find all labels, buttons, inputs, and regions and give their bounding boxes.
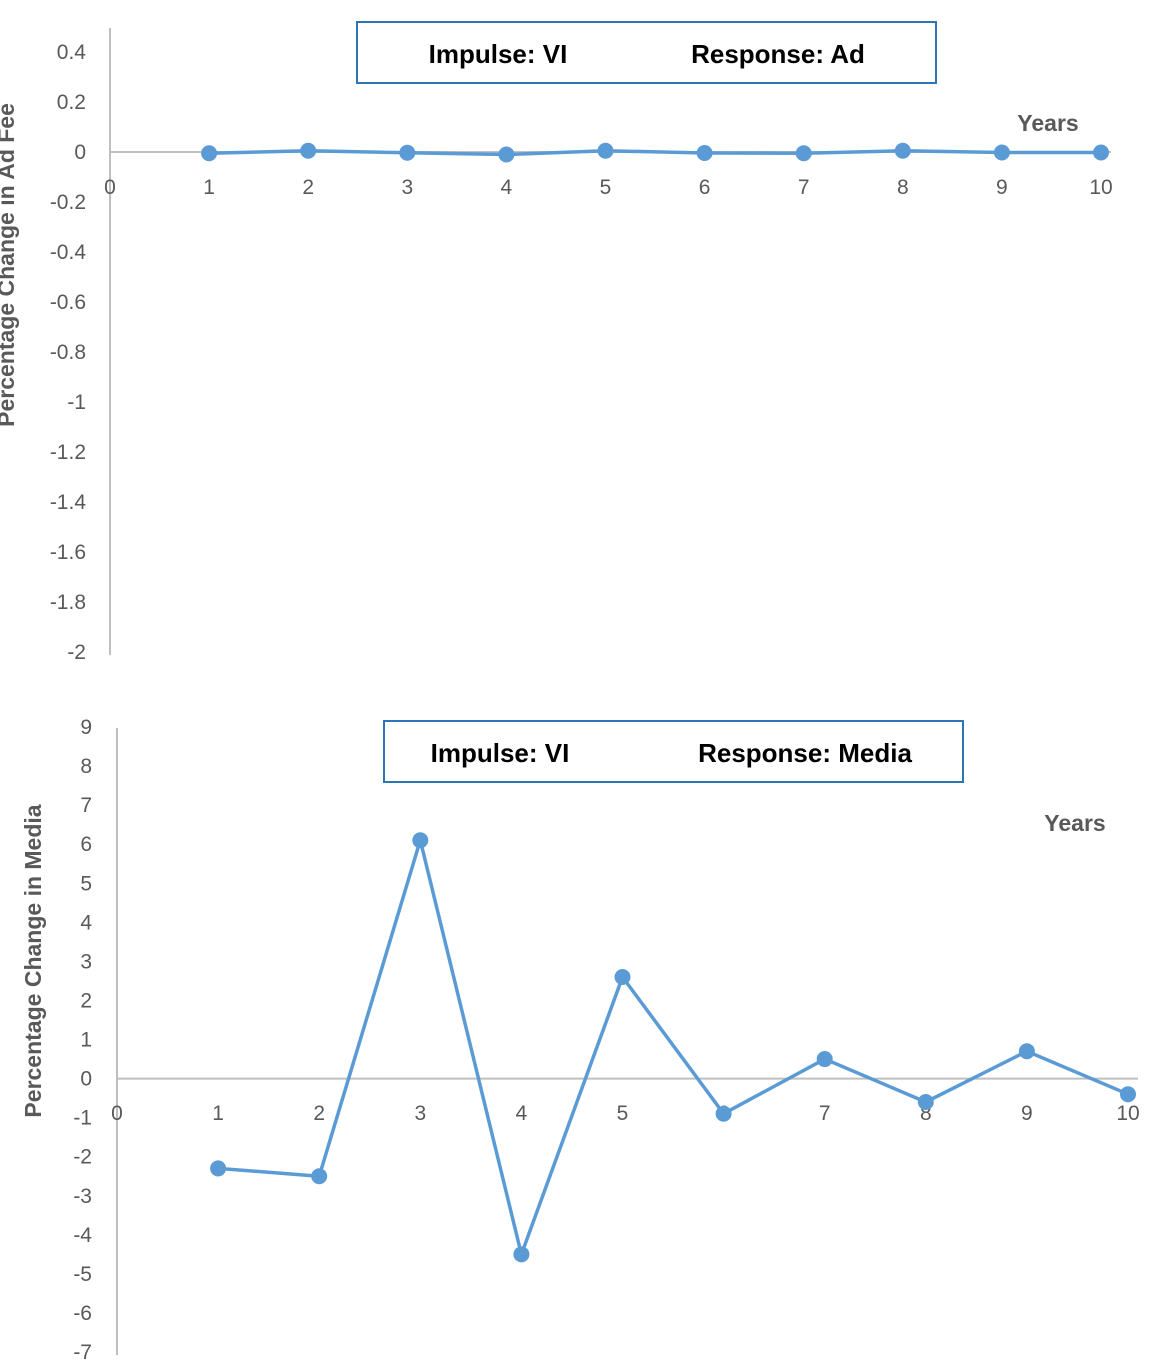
y-tick-label: 3 [80,950,92,973]
annotation-box [356,21,937,84]
y-tick-label: -1 [67,391,86,414]
data-point [300,142,317,159]
x-tick-label: 3 [414,1102,426,1125]
y-tick-label: -1.6 [50,541,86,564]
y-tick-label: 4 [80,911,92,934]
x-tick-label: 0 [111,1102,123,1125]
y-tick-label: -4 [73,1224,92,1247]
annotation-box [383,720,964,783]
y-tick-label: 9 [80,716,92,739]
data-point [614,969,631,985]
x-tick-label: 9 [1021,1102,1033,1125]
chart-media: Percentage Change in Media Impulse: VI R… [20,716,1140,1364]
x-tick-label: 7 [819,1102,831,1125]
y-tick-label: -6 [73,1302,92,1325]
data-point [597,142,614,159]
y-tick-label: -1.2 [50,441,86,464]
x-tick-label: 2 [302,176,314,199]
y-tick-label: 0.4 [57,41,87,64]
x-tick-label: 7 [798,176,810,199]
y-axis-title: Percentage Change in Media [20,804,46,1117]
y-tick-label: 0 [74,141,86,164]
data-point [210,1160,227,1177]
data-point [894,142,911,159]
y-tick-label: 0 [80,1068,92,1091]
y-tick-label: -7 [73,1341,92,1364]
x-tick-label: 5 [600,176,612,199]
series-line [217,838,1129,1257]
y-tick-label: 7 [80,794,92,817]
series-line [209,149,1101,157]
x-axis-title: Years [1017,110,1078,136]
x-tick-label: 9 [996,176,1008,199]
y-tick-label: 0.2 [57,91,86,114]
data-point [816,1051,833,1068]
y-tick-label: -1 [73,1107,92,1130]
data-point [399,144,416,161]
data-point [917,1094,934,1110]
y-tick-label: -0.4 [50,241,87,264]
y-tick-label: 6 [80,833,92,856]
data-point [696,145,713,161]
x-tick-label: 8 [897,176,909,199]
x-tick-label: 3 [401,176,413,199]
y-tick-label: -0.8 [50,341,86,364]
x-tick-label: 0 [104,176,116,199]
data-point [1093,144,1109,161]
y-tick-label: -3 [73,1185,92,1208]
data-point [513,1246,530,1263]
data-point [498,146,515,163]
data-point [993,144,1010,161]
chart-ad-fee: Percentage Change in Ad Fee Impulse: VI … [0,21,1113,664]
y-tick-label: 8 [80,755,92,778]
y-tick-label: 2 [80,989,92,1012]
x-tick-label: 5 [617,1102,629,1125]
impulse-label: Impulse: VI [431,738,570,768]
data-point [795,145,812,162]
x-tick-label: 6 [699,176,711,199]
data-point [1018,1043,1035,1060]
x-tick-label: 2 [313,1102,325,1125]
x-tick-label: 4 [516,1102,528,1125]
x-axis-title: Years [1044,810,1105,836]
y-tick-label: -0.6 [50,291,86,314]
x-tick-label: 10 [1116,1102,1139,1125]
x-tick-label: 1 [212,1102,224,1125]
y-tick-label: -0.2 [50,191,86,214]
x-tick-label: 1 [203,176,215,199]
y-tick-label: -1.4 [50,491,87,514]
y-tick-label: -1.8 [50,591,86,614]
y-tick-label: -2 [67,641,86,664]
response-label: Response: Ad [691,39,865,69]
x-tick-label: 8 [920,1102,932,1125]
y-tick-label: -5 [73,1263,92,1286]
data-point [715,1105,732,1122]
y-tick-label: 5 [80,872,92,895]
data-point [201,145,218,162]
y-tick-label: 1 [80,1029,92,1052]
y-tick-label: -2 [73,1146,92,1169]
response-label: Response: Media [698,738,912,768]
x-tick-label: 10 [1089,176,1112,199]
data-point [311,1168,328,1185]
data-point [412,832,429,849]
impulse-label: Impulse: VI [429,39,568,69]
x-tick-label: 4 [501,176,513,199]
data-point [1120,1086,1136,1103]
y-axis-title: Percentage Change in Ad Fee [0,103,19,427]
